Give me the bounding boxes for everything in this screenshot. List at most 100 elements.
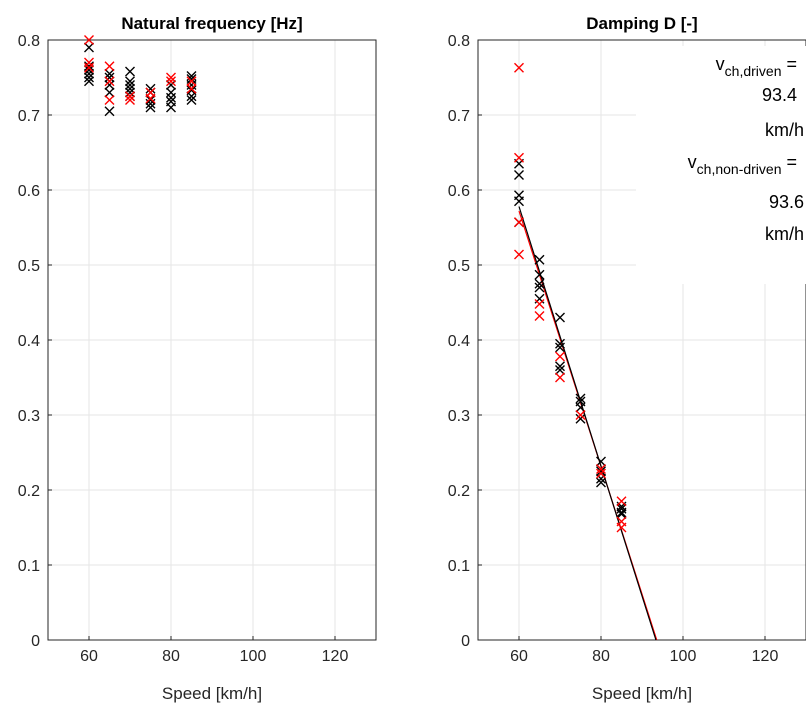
annotation-line-driven: vch,driven =	[716, 54, 797, 79]
damping-panel: 60 80 100 120 0 0.1 0.2 0.3 0.4 0.5 0.6 0.7 0.8 Damp…	[448, 14, 806, 703]
data-point	[104, 87, 115, 98]
y-tick-label: 0.5	[448, 258, 470, 275]
data-point	[166, 72, 176, 83]
data-point	[104, 68, 115, 79]
data-point	[555, 351, 565, 362]
data-point	[534, 278, 545, 289]
annotation-driven-unit: km/h	[765, 120, 804, 140]
y-tick-label: 0.5	[18, 258, 40, 275]
y-tick-label: 0.8	[448, 33, 470, 50]
grid	[48, 39, 376, 641]
y-tick-label: 0.4	[18, 333, 40, 350]
data-point	[596, 456, 606, 467]
annotation-non-driven-unit: km/h	[765, 224, 804, 244]
natural-frequency-panel: 60 80 100 120 0 0.1 0.2 0.3 0.4 0.5 0.6 0.7 0.8 Natu…	[18, 14, 377, 703]
data-point	[84, 72, 94, 83]
data-point	[145, 102, 156, 113]
data-point	[514, 249, 524, 260]
data-point	[596, 468, 606, 479]
data-point	[84, 42, 94, 53]
data-point	[555, 312, 565, 323]
data-point	[555, 342, 565, 353]
x-tick-label: 60	[80, 648, 98, 665]
chart-title: Natural frequency [Hz]	[121, 14, 302, 33]
data-point	[514, 196, 524, 207]
y-tick-label: 0	[461, 633, 470, 650]
data-point	[616, 522, 627, 533]
y-tick-label: 0.2	[448, 483, 470, 500]
data-point	[575, 410, 586, 420]
data-point	[145, 83, 156, 94]
data-point	[84, 62, 94, 73]
y-tick-label: 0.3	[18, 408, 40, 425]
data-point	[84, 65, 94, 75]
data-point	[534, 282, 545, 293]
y-tick-label: 0.3	[448, 408, 470, 425]
data-point	[616, 507, 627, 518]
data-point	[186, 74, 197, 84]
data-point	[104, 95, 115, 105]
data-point	[616, 496, 627, 507]
data-point	[534, 269, 545, 280]
y-tick-label: 0.4	[448, 333, 470, 350]
data-point	[555, 372, 565, 383]
speed-annotation: vch,driven = 93.4 km/h vch,non-driven = …	[688, 54, 804, 244]
data-point	[514, 170, 524, 180]
data-point	[596, 477, 606, 488]
data-point	[125, 83, 135, 94]
y-tick-label: 0.7	[448, 108, 470, 125]
data-point	[514, 62, 524, 73]
data-point	[125, 95, 135, 105]
data-point	[186, 83, 197, 94]
data-point	[145, 87, 156, 98]
x-axis-label: Speed [km/h]	[592, 684, 692, 703]
data-point	[186, 76, 197, 87]
data-point	[145, 95, 156, 105]
data-point	[555, 338, 565, 349]
data-marks	[84, 35, 197, 117]
data-point	[596, 464, 606, 474]
data-point	[186, 95, 197, 105]
data-point	[125, 87, 135, 98]
data-point	[555, 361, 565, 372]
annotation-line-non-driven: vch,non-driven =	[688, 152, 797, 177]
data-point	[534, 254, 545, 265]
data-point	[575, 413, 586, 424]
data-point	[555, 365, 565, 375]
data-point	[84, 76, 94, 87]
annotation-driven-value: 93.4	[762, 85, 797, 105]
x-tick-label: 80	[162, 648, 180, 665]
annotation-non-driven-value: 93.6	[769, 192, 804, 212]
data-point	[104, 72, 115, 83]
y-tick-label: 0.7	[18, 108, 40, 125]
data-point	[104, 106, 115, 117]
chart-title: Damping D [-]	[586, 14, 697, 33]
y-tick-label: 0.8	[18, 33, 40, 50]
x-axis-label: Speed [km/h]	[162, 684, 262, 703]
data-point	[125, 76, 135, 87]
annotation-background	[636, 46, 806, 284]
data-point	[166, 96, 176, 107]
data-point	[104, 80, 115, 90]
data-point	[596, 466, 606, 477]
data-point	[125, 66, 135, 77]
ticks: 60 80 100 120 0 0.1 0.2 0.3 0.4 0.5 0.6 0.7 0.8	[18, 33, 349, 665]
y-tick-label: 0.6	[448, 183, 470, 200]
x-tick-label: 100	[670, 648, 697, 665]
data-point	[534, 311, 545, 321]
data-point	[125, 80, 135, 90]
data-point	[575, 393, 586, 404]
data-point	[104, 76, 115, 87]
data-point	[616, 509, 627, 519]
x-tick-label: 80	[592, 648, 610, 665]
data-point	[166, 80, 176, 90]
data-point	[125, 91, 135, 102]
data-point	[84, 35, 94, 45]
x-tick-label: 120	[752, 648, 779, 665]
data-point	[84, 61, 94, 72]
ticks: 60 80 100 120 0 0.1 0.2 0.3 0.4 0.5 0.6 0.7 0.8	[448, 33, 779, 665]
data-point	[166, 76, 176, 87]
y-tick-label: 0	[31, 633, 40, 650]
y-tick-label: 0.1	[448, 558, 470, 575]
